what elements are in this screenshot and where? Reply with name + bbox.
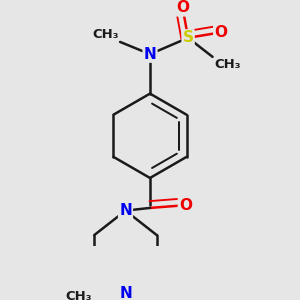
Text: S: S [183,30,194,45]
Text: CH₃: CH₃ [214,58,241,71]
Text: CH₃: CH₃ [65,290,92,300]
Text: N: N [119,286,132,300]
Text: N: N [144,47,156,62]
Text: CH₃: CH₃ [92,28,119,40]
Text: N: N [119,203,132,218]
Text: O: O [179,198,192,213]
Text: O: O [176,0,189,15]
Text: O: O [214,25,227,40]
